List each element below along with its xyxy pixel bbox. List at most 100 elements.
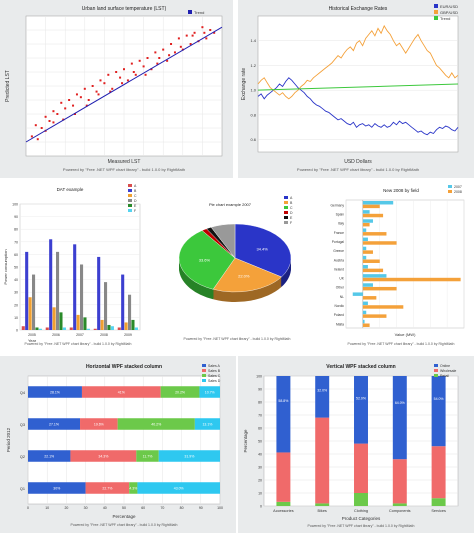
data-point: [203, 31, 206, 34]
y-tick-label: 10: [14, 316, 18, 320]
x-tick-label: 2005: [28, 333, 36, 337]
bar-2008-Germany: [362, 204, 380, 209]
chart-title: New 2008 by field: [383, 188, 419, 193]
hstack-panel: 0 10 20 30 40 50 60 70 80 90 100 28.1% 41% 20.2% 10.7%…: [0, 356, 236, 533]
x-tick-label: Components: [389, 509, 411, 513]
data-point: [130, 62, 133, 65]
x-axis-label: Measured LST: [108, 159, 141, 165]
data-point: [103, 82, 106, 85]
chart-title: Pie chart example 2007: [209, 202, 252, 207]
segment-Online-Services: [431, 376, 446, 447]
bar-2008-NL: [362, 296, 377, 300]
x-tick-label: Bikes: [318, 509, 327, 513]
data-point: [111, 87, 114, 90]
x-tick-label: 50: [122, 506, 126, 510]
segment-label: 22.1%: [44, 455, 54, 459]
data-point: [30, 135, 33, 138]
segment-label: 41%: [118, 391, 125, 395]
category-label: NL: [340, 295, 344, 299]
y-tick-label: 50: [258, 440, 262, 444]
segment-label: 52.0%: [356, 396, 366, 400]
bar-2008-Greece: [362, 250, 373, 254]
data-point: [44, 115, 47, 118]
legend-label: D: [290, 211, 293, 215]
bar-2008-Poland: [362, 314, 387, 318]
data-point: [156, 62, 159, 65]
legend-swatch: [284, 216, 288, 219]
segment-Retail-Services: [431, 498, 446, 506]
segment-Online-Clothing: [354, 376, 368, 444]
bar-F-2009: [134, 327, 138, 330]
y-axis-label: Predicted LST: [5, 70, 11, 102]
data-point: [144, 73, 147, 76]
bar-2008-Spain: [362, 213, 384, 218]
x-tick-label: 100: [217, 506, 223, 510]
legend-swatch: [202, 379, 206, 382]
data-point: [170, 43, 173, 45]
bar-2007-Malta: [362, 319, 365, 324]
legend-label: Sales A: [208, 364, 221, 368]
grouped-bar-panel: 0 10 20 30 40 50 60 70 80 90 100 2005 2006 2007 2008 20…: [0, 182, 158, 350]
bar-2007-Spain: [362, 210, 370, 214]
category-label: Q3: [20, 423, 25, 427]
legend-swatch: [284, 206, 288, 209]
segment-label: 13.1%: [202, 423, 212, 427]
legend-label: C: [134, 194, 137, 198]
bar-D-2006: [56, 251, 60, 330]
data-point: [209, 29, 212, 31]
vstack-panel: 0 10 20 30 40 50 60 70 80 90 100 58.8% Accessories 32…: [238, 356, 474, 533]
plot-area: [345, 199, 465, 329]
category-label: Ireland: [334, 267, 344, 271]
data-point: [95, 90, 98, 93]
y-axis-label: Percentage: [243, 429, 248, 453]
legend-swatch: [284, 221, 288, 224]
bar-A-2007: [69, 327, 73, 330]
bar-2008-UK: [362, 277, 461, 282]
scatter-panel: Urban land surface temperature (LST) Tren…: [0, 0, 233, 178]
vertical-stacked-chart: 0 10 20 30 40 50 60 70 80 90 100 58.8% Accessories 32…: [243, 364, 459, 528]
legend-label: A: [290, 196, 293, 200]
bar-2008-Nordic: [362, 305, 404, 309]
slice-C: [178, 230, 236, 290]
bar-E-2007: [83, 317, 87, 330]
data-point: [52, 110, 55, 113]
data-point: [60, 101, 63, 104]
segment-Sales B-Q1: [85, 482, 130, 494]
bar-E-2005: [35, 327, 39, 330]
footer-credit: Powered by "Free .NET WPF chart library"…: [297, 167, 419, 172]
segment-Sales B-Q3: [80, 418, 118, 430]
category-label: UK: [339, 277, 344, 281]
bar-A-2005: [21, 326, 25, 330]
y-tick-label: 60: [14, 253, 18, 257]
bar-2007-Nordic: [362, 301, 368, 306]
y-tick-label: 70: [258, 414, 262, 418]
chart-title: Horizontal WPF stacked column: [86, 364, 162, 370]
category-label: France: [334, 231, 344, 235]
segment-label: 34.3%: [98, 455, 108, 459]
bar-B-2009: [121, 274, 125, 330]
legend-label: Wholesale: [440, 369, 456, 373]
segment-Sales B-Q4: [81, 386, 161, 398]
bar-2007-Austria: [362, 255, 367, 260]
bar-2007-Greece: [362, 246, 367, 251]
bar-A-2009: [117, 327, 121, 330]
bar-B-2006: [49, 239, 53, 330]
data-point: [56, 113, 59, 115]
category-label: Nordic: [334, 304, 344, 308]
chart-title: Historical Exchange Rates: [329, 6, 388, 12]
bar-D-2009: [128, 294, 132, 330]
category-label: Other: [336, 286, 345, 290]
category-label: Q2: [20, 455, 25, 459]
footer-credit: Powered by "Free .NET WPF chart library"…: [184, 337, 291, 341]
x-tick-label: 30: [84, 506, 88, 510]
legend-label: 2007: [454, 185, 462, 189]
segment-label: 32.0%: [317, 388, 327, 392]
legend-label: Sales C: [208, 374, 221, 378]
bar-D-2007: [80, 264, 84, 330]
segment-Sales D-Q3: [194, 418, 220, 430]
legend-swatch: [434, 364, 438, 367]
segment-label: 64.0%: [395, 401, 405, 405]
x-tick-label: 0: [27, 506, 29, 510]
slice-label-C: 33.6%: [199, 258, 211, 263]
slice-F: [210, 223, 236, 259]
